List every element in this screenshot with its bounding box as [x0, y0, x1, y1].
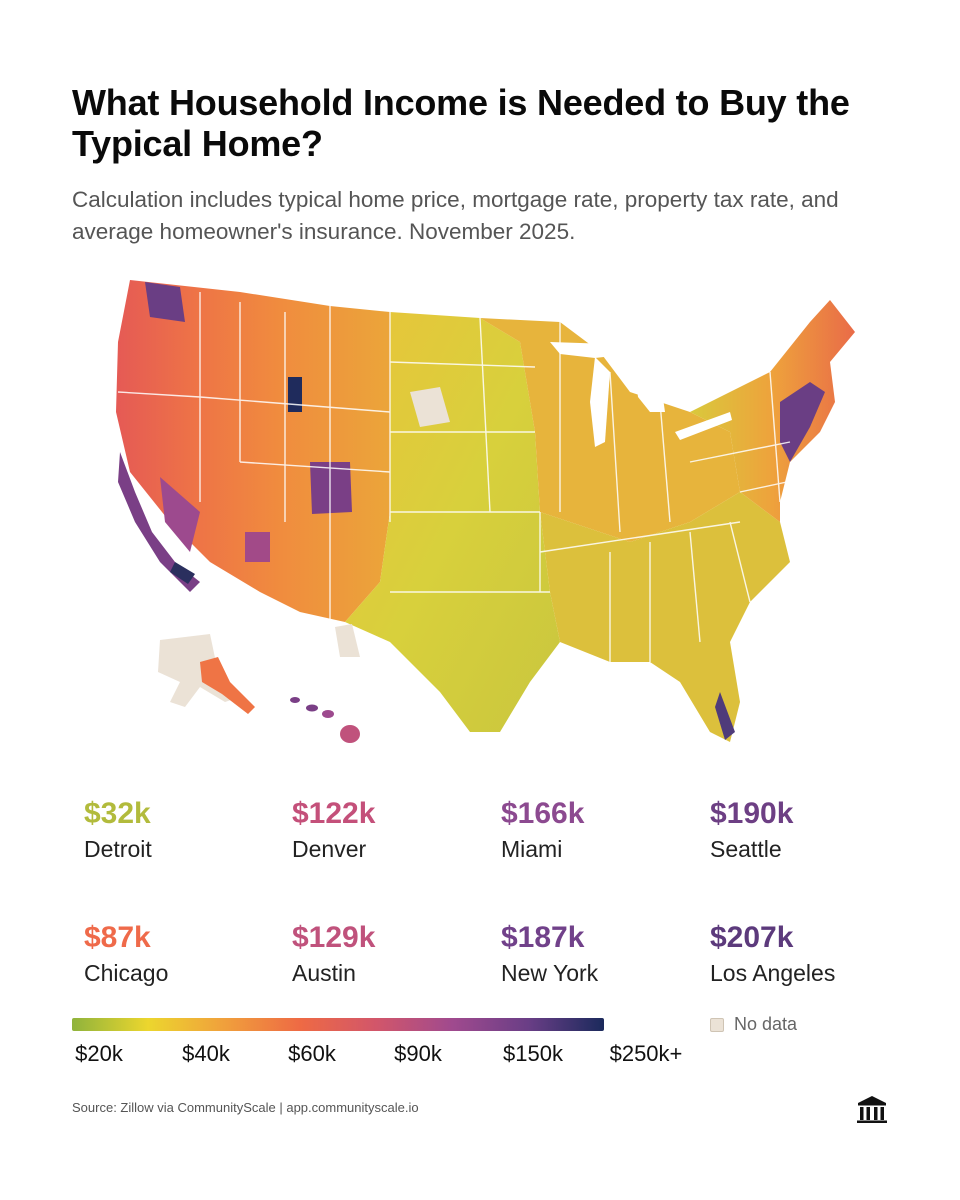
no-data-texas — [335, 624, 360, 657]
city-stat-detroit: $32k Detroit — [84, 796, 284, 864]
city-name: Denver — [292, 836, 367, 862]
city-income-value: $187k — [501, 921, 585, 954]
city-stat-chicago: $87k Chicago — [84, 920, 284, 988]
south-region — [540, 492, 790, 742]
arizona-purple — [245, 532, 270, 562]
legend-tick-label: $60k — [288, 1041, 336, 1066]
seattle-hotspot — [145, 282, 185, 322]
city-income-value: $190k — [710, 797, 794, 830]
us-income-choropleth-map — [116, 280, 855, 743]
city-stat-denver: $122k Denver — [292, 796, 492, 864]
city-income-value: $129k — [292, 921, 376, 954]
city-stat-miami: $166k Miami — [501, 796, 701, 864]
midwest-region — [480, 318, 740, 542]
legend-tick-label: $40k — [182, 1041, 230, 1066]
west-region — [116, 280, 390, 622]
city-name: Detroit — [84, 836, 152, 862]
page-subtitle: Calculation includes typical home price,… — [72, 187, 839, 244]
city-stat-austin: $129k Austin — [292, 920, 492, 988]
lake-superior — [550, 342, 630, 358]
city-stat-los-angeles: $207k Los Angeles — [710, 920, 910, 988]
city-income-value: $32k — [84, 797, 151, 830]
legend-tick-label: $20k — [75, 1041, 123, 1066]
alaska-southeast — [200, 657, 255, 714]
city-name: Chicago — [84, 960, 169, 986]
hawaii — [290, 697, 360, 743]
color-scale-legend-bar — [72, 1018, 604, 1031]
page-title: What Household Income is Needed to Buy t… — [72, 82, 850, 164]
legend-tick-label: $90k — [394, 1041, 442, 1066]
city-name: Austin — [292, 960, 356, 986]
city-name: Seattle — [710, 836, 782, 862]
colorado-hotspot — [310, 462, 352, 514]
great-plains-region — [345, 312, 560, 732]
contiguous-us — [116, 280, 855, 742]
city-stat-new-york: $187k New York — [501, 920, 701, 988]
state-borders — [117, 292, 811, 662]
city-income-value: $87k — [84, 921, 151, 954]
city-income-value: $166k — [501, 797, 585, 830]
legend-tick-label: $150k — [503, 1041, 563, 1066]
lake-huron — [635, 372, 665, 412]
legend-tick-label: $250k+ — [609, 1041, 683, 1066]
nevada-purple — [160, 477, 200, 552]
no-data-swatch — [710, 1017, 724, 1032]
no-data-label: No data — [734, 1014, 798, 1034]
miami-hotspot — [715, 692, 735, 740]
lake-erie — [675, 412, 732, 440]
la-hotspot — [170, 562, 195, 584]
city-stat-seattle: $190k Seattle — [710, 796, 910, 864]
city-income-value: $122k — [292, 797, 376, 830]
no-data-dakotas — [410, 387, 450, 427]
city-name: New York — [501, 960, 599, 986]
wyoming-hotspot — [288, 377, 302, 412]
lake-michigan — [590, 357, 610, 447]
city-income-value: $207k — [710, 921, 794, 954]
northeast-hotspot — [780, 382, 825, 462]
city-name: Miami — [501, 836, 563, 862]
communityscale-building-icon — [857, 1096, 887, 1123]
no-data-legend: No data — [710, 1014, 797, 1035]
source-credit: Source: Zillow via CommunityScale | app.… — [72, 1100, 419, 1115]
city-name: Los Angeles — [710, 960, 836, 986]
